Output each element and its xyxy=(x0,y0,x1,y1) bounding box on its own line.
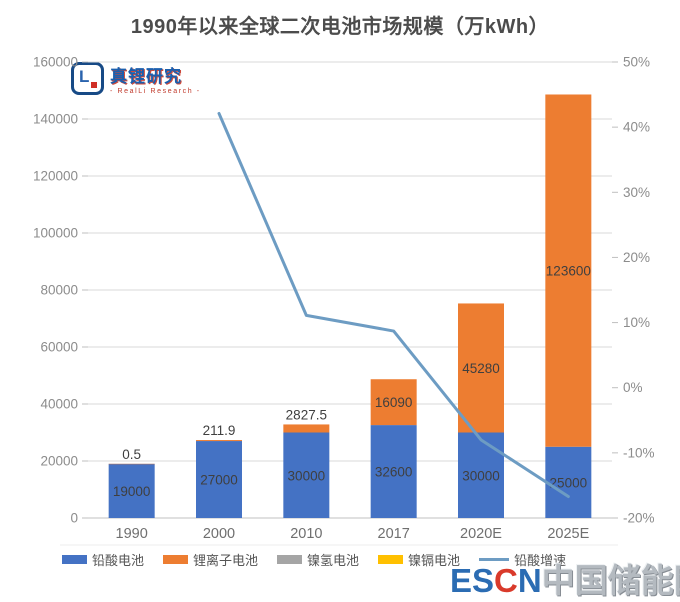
right-axis-label: 50% xyxy=(623,55,650,70)
x-axis-label: 2000 xyxy=(203,526,235,542)
left-axis-label: 100000 xyxy=(33,226,78,241)
legend-label-2: 镍氢电池 xyxy=(307,550,359,569)
legend-item-1: 锂离子电池 xyxy=(163,550,258,569)
data-label: 0.5 xyxy=(122,447,141,462)
right-axis-label: 0% xyxy=(623,380,643,395)
escn-text-red: C xyxy=(494,562,518,599)
legend-label-1: 锂离子电池 xyxy=(193,550,258,569)
left-axis-label: 120000 xyxy=(33,169,78,184)
bar-segment xyxy=(283,424,329,432)
right-axis-label: -10% xyxy=(623,445,655,460)
right-axis-label: -20% xyxy=(623,511,655,526)
left-axis-label: 160000 xyxy=(33,55,78,70)
left-axis-label: 60000 xyxy=(40,340,78,355)
data-label: 30000 xyxy=(288,468,326,483)
right-axis-label: 40% xyxy=(623,120,650,135)
legend-label-0: 铅酸电池 xyxy=(92,550,144,569)
data-label: 19000 xyxy=(113,484,151,499)
data-label: 30000 xyxy=(462,468,500,483)
left-axis-label: 0 xyxy=(70,511,78,526)
data-label: 32600 xyxy=(375,465,413,480)
legend-item-3: 镍镉电池 xyxy=(378,550,460,569)
bar-segment xyxy=(196,440,242,441)
legend-swatch-0 xyxy=(62,555,87,564)
data-label: 45280 xyxy=(462,361,500,376)
escn-site-text: 中国储能网 xyxy=(542,562,680,599)
left-axis-label: 140000 xyxy=(33,112,78,127)
right-axis-label: 20% xyxy=(623,250,650,265)
left-axis-label: 40000 xyxy=(40,397,78,412)
legend-swatch-1 xyxy=(163,555,188,564)
x-axis-label: 2020E xyxy=(460,526,502,542)
data-label: 2827.5 xyxy=(286,407,327,422)
legend-swatch-3 xyxy=(378,555,403,564)
escn-watermark: ESCN中国储能网 xyxy=(450,554,680,602)
x-axis-label: 1990 xyxy=(116,526,148,542)
x-axis-label: 2025E xyxy=(547,526,589,542)
left-axis-label: 20000 xyxy=(40,454,78,469)
x-axis-label: 2010 xyxy=(290,526,322,542)
legend-item-2: 镍氢电池 xyxy=(277,550,359,569)
escn-text: ES xyxy=(450,562,494,599)
data-label: 27000 xyxy=(200,473,238,488)
x-axis-label: 2017 xyxy=(378,526,410,542)
data-label: 16090 xyxy=(375,395,413,410)
right-axis-label: 30% xyxy=(623,185,650,200)
legend-item-0: 铅酸电池 xyxy=(62,550,144,569)
legend-swatch-2 xyxy=(277,555,302,564)
chart-canvas: 160000 140000 120000 100000 80000 60000 40000 2… xyxy=(0,0,680,549)
escn-text-2: N xyxy=(518,562,542,599)
data-label: 211.9 xyxy=(203,423,236,438)
left-axis-label: 80000 xyxy=(40,283,78,298)
data-label: 123600 xyxy=(546,264,591,279)
right-axis-label: 10% xyxy=(623,315,650,330)
